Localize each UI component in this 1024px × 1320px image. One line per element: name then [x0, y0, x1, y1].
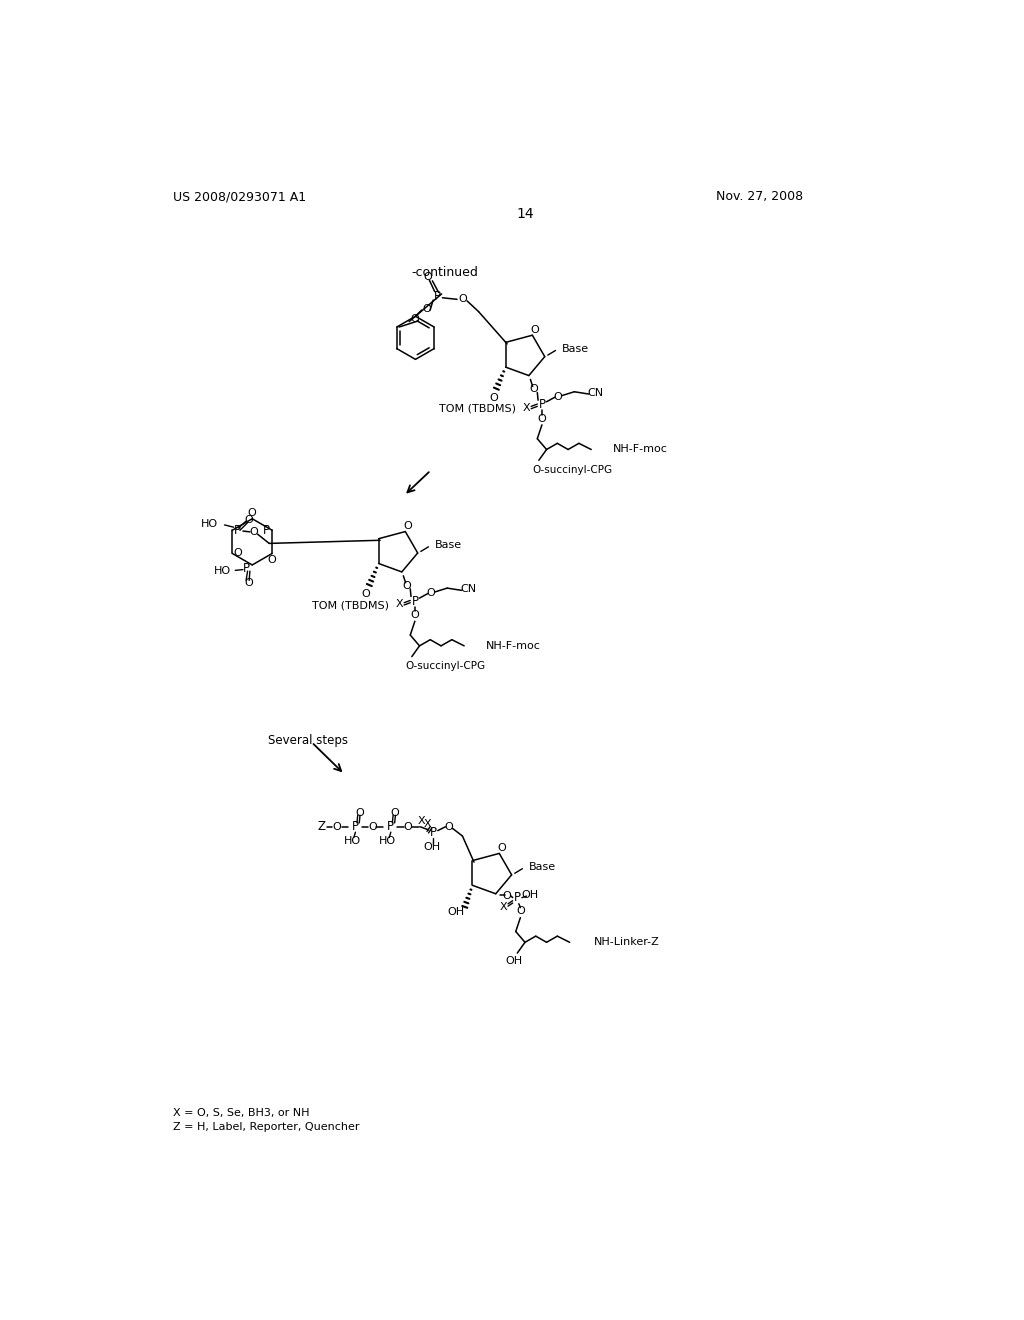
Text: P: P	[263, 524, 270, 537]
Text: P: P	[352, 820, 358, 833]
Text: O: O	[361, 589, 371, 599]
Text: P: P	[244, 562, 250, 576]
Text: O: O	[411, 314, 419, 325]
Text: O: O	[233, 548, 242, 558]
Text: X: X	[522, 403, 530, 413]
Text: O: O	[553, 392, 562, 403]
Text: Base: Base	[528, 862, 556, 873]
Text: O: O	[444, 822, 453, 832]
Text: X: X	[500, 902, 507, 912]
Text: O-succinyl-CPG: O-succinyl-CPG	[406, 661, 485, 671]
Text: O: O	[458, 294, 467, 305]
Text: O: O	[423, 305, 431, 314]
Text: O: O	[403, 822, 412, 832]
Text: O: O	[516, 907, 524, 916]
Text: P: P	[539, 399, 546, 412]
Text: Z: Z	[317, 820, 326, 833]
Text: OH: OH	[521, 890, 539, 900]
Text: HO: HO	[202, 519, 218, 529]
Text: HO: HO	[214, 566, 230, 576]
Text: X = O, S, Se, BH3, or NH: X = O, S, Se, BH3, or NH	[173, 1109, 309, 1118]
Text: NH-F-moc: NH-F-moc	[485, 640, 541, 651]
Text: Z = H, Label, Reporter, Quencher: Z = H, Label, Reporter, Quencher	[173, 1122, 359, 1133]
Text: P: P	[430, 826, 436, 840]
Text: P: P	[234, 524, 241, 537]
Text: CN: CN	[461, 583, 477, 594]
Text: O: O	[402, 581, 412, 591]
Text: HO: HO	[379, 836, 396, 846]
Text: OH: OH	[506, 956, 523, 966]
Text: Base: Base	[562, 345, 589, 354]
Text: O: O	[502, 891, 511, 902]
Text: -continued: -continued	[412, 265, 478, 279]
Text: OH: OH	[447, 907, 464, 917]
Text: X: X	[395, 599, 403, 610]
Text: O: O	[248, 508, 257, 517]
Text: P: P	[412, 595, 419, 607]
Text: X: X	[418, 816, 425, 825]
Text: TOM (TBDMS): TOM (TBDMS)	[312, 601, 389, 610]
Text: O-succinyl-CPG: O-succinyl-CPG	[532, 465, 612, 474]
Text: O: O	[411, 610, 419, 620]
Text: NH-F-moc: NH-F-moc	[612, 445, 668, 454]
Text: OH: OH	[423, 842, 440, 851]
Text: Nov. 27, 2008: Nov. 27, 2008	[716, 190, 803, 203]
Text: Several steps: Several steps	[267, 734, 347, 747]
Text: O: O	[245, 515, 254, 524]
Text: O: O	[355, 808, 364, 818]
Text: TOM (TBDMS): TOM (TBDMS)	[439, 404, 516, 413]
Text: O: O	[390, 808, 399, 818]
Text: US 2008/0293071 A1: US 2008/0293071 A1	[173, 190, 306, 203]
Text: O: O	[426, 589, 434, 598]
Text: O: O	[423, 272, 432, 282]
Text: O: O	[529, 384, 539, 395]
Text: O: O	[538, 413, 547, 424]
Text: 14: 14	[516, 207, 534, 220]
Text: O: O	[530, 325, 539, 335]
Text: CN: CN	[588, 388, 604, 397]
Text: X: X	[424, 820, 431, 829]
Text: O: O	[403, 521, 412, 531]
Text: Base: Base	[434, 540, 462, 550]
Text: HO: HO	[344, 836, 360, 846]
Text: O: O	[498, 843, 506, 853]
Text: P: P	[387, 820, 394, 833]
Text: P: P	[514, 891, 521, 904]
Text: O: O	[244, 578, 253, 589]
Text: O: O	[488, 393, 498, 403]
Text: NH-Linker-Z: NH-Linker-Z	[594, 937, 660, 948]
Text: O: O	[368, 822, 377, 832]
Text: O: O	[333, 822, 341, 832]
Text: O: O	[268, 554, 276, 565]
Text: O: O	[250, 527, 258, 537]
Text: P: P	[434, 289, 441, 302]
